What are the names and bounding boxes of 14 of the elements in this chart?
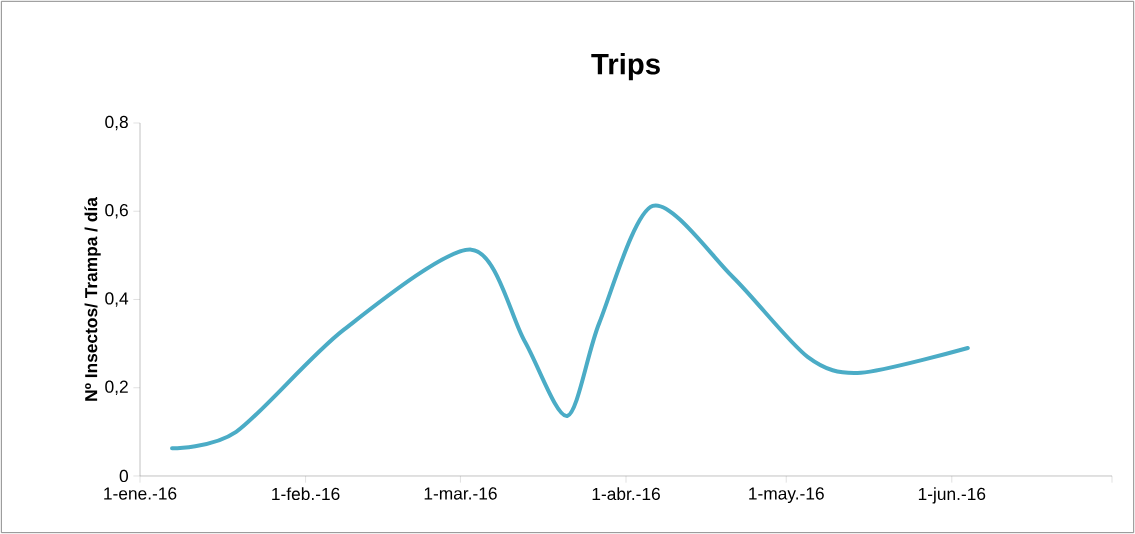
x-tick-label: 1-may.-16: [749, 487, 824, 504]
y-tick-label: 0,4: [105, 292, 129, 307]
y-axis-title: Nº Insectos/ Trampa / día: [84, 197, 101, 401]
x-tick-label: 1-ene.-16: [104, 487, 177, 500]
x-tick-label: 1-abr.-16: [592, 487, 660, 501]
x-tick-label: 1-mar.-16: [424, 487, 497, 500]
line-series: [170, 203, 970, 451]
x-tick-label: 1-jun.-16: [918, 487, 986, 504]
y-tick-label: 0: [119, 469, 128, 483]
y-tick-label: 0,6: [105, 204, 128, 219]
y-tick-label: 0,2: [105, 380, 128, 395]
x-tick-label: 1-feb.-16: [272, 487, 340, 501]
y-tick-label: 0,8: [105, 115, 128, 131]
chart-title: Trips: [591, 52, 660, 81]
